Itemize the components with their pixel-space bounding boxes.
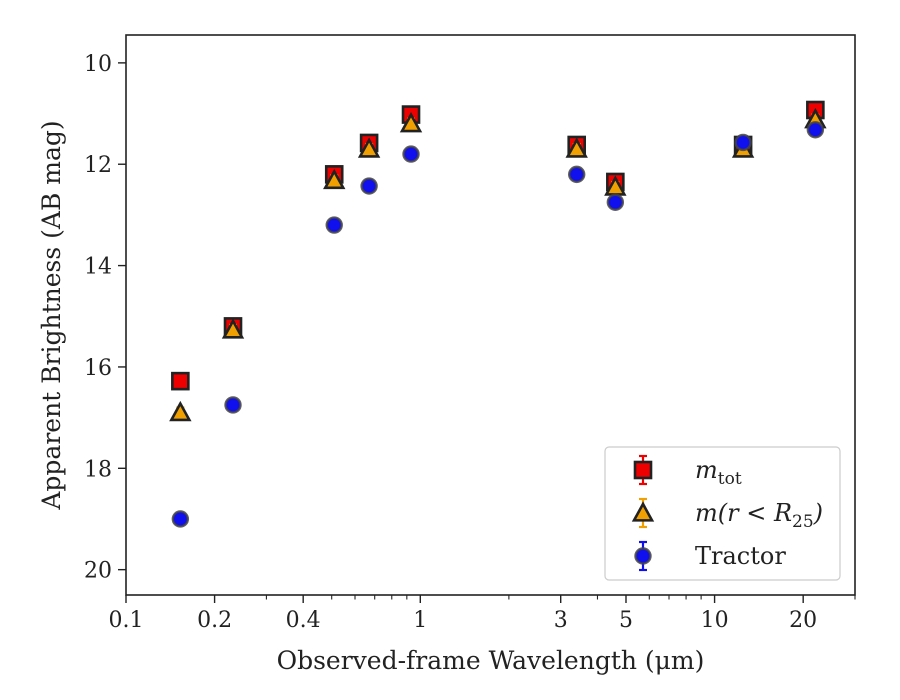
legend-label: Tractor bbox=[695, 542, 786, 570]
data-point bbox=[357, 137, 381, 158]
legend-label-subscript: tot bbox=[718, 469, 742, 489]
data-point bbox=[171, 510, 190, 528]
plot-frame bbox=[125, 34, 856, 596]
x-tick-label: 0.1 bbox=[109, 608, 144, 633]
legend-label-subscript: 25 bbox=[792, 512, 814, 532]
y-tick-label: 20 bbox=[84, 559, 112, 584]
data-point bbox=[806, 121, 825, 139]
data-point bbox=[399, 111, 423, 133]
data-point bbox=[221, 318, 245, 339]
x-axis-label: Observed-frame Wavelength (μm) bbox=[277, 646, 705, 675]
data-point bbox=[323, 168, 346, 190]
data-point bbox=[169, 400, 192, 422]
y-axis-label: Apparent Brightness (AB mag) bbox=[37, 120, 66, 510]
y-tick-label: 10 bbox=[84, 52, 112, 77]
series-triangle bbox=[169, 107, 827, 422]
series-circle bbox=[171, 121, 825, 528]
legend-label: mtot bbox=[695, 456, 742, 489]
series-layer bbox=[169, 100, 827, 528]
y-tick-label: 14 bbox=[84, 255, 112, 280]
data-point bbox=[606, 193, 625, 211]
y-axis: 10 12 14 16 18 20 bbox=[84, 52, 126, 584]
x-tick-label: 1 bbox=[413, 608, 427, 633]
x-tick-label: 0.2 bbox=[197, 608, 232, 633]
x-axis: 0.1 0.2 0.4 1 3 5 10 20 bbox=[109, 595, 856, 633]
y-tick-label: 12 bbox=[84, 153, 112, 178]
data-point bbox=[565, 137, 588, 158]
legend-label-main: m(r < R bbox=[695, 499, 792, 527]
y-tick-label: 16 bbox=[84, 356, 112, 381]
legend-marker bbox=[631, 501, 655, 522]
series-square bbox=[171, 100, 825, 391]
data-point bbox=[224, 396, 242, 414]
data-point bbox=[568, 165, 586, 184]
legend-label: m(r < R25) bbox=[695, 499, 823, 532]
y-tick-label: 18 bbox=[84, 457, 112, 482]
data-point bbox=[402, 145, 420, 163]
legend: mtot m(r < R25) Tractor bbox=[604, 446, 841, 581]
legend-frame bbox=[604, 446, 841, 581]
x-tick-label: 5 bbox=[619, 608, 633, 633]
legend-label-suffix: ) bbox=[813, 499, 823, 527]
data-point bbox=[171, 371, 190, 391]
data-point bbox=[734, 133, 752, 152]
plot-area bbox=[125, 34, 856, 596]
data-point bbox=[360, 177, 378, 195]
legend-marker bbox=[634, 547, 652, 565]
legend-marker bbox=[633, 460, 653, 480]
x-tick-label: 10 bbox=[701, 608, 729, 633]
x-tick-label: 0.4 bbox=[286, 608, 321, 633]
x-tick-label: 3 bbox=[554, 608, 568, 633]
legend-label-main: m bbox=[695, 456, 718, 484]
x-tick-label: 20 bbox=[789, 608, 817, 633]
data-point bbox=[325, 216, 343, 234]
